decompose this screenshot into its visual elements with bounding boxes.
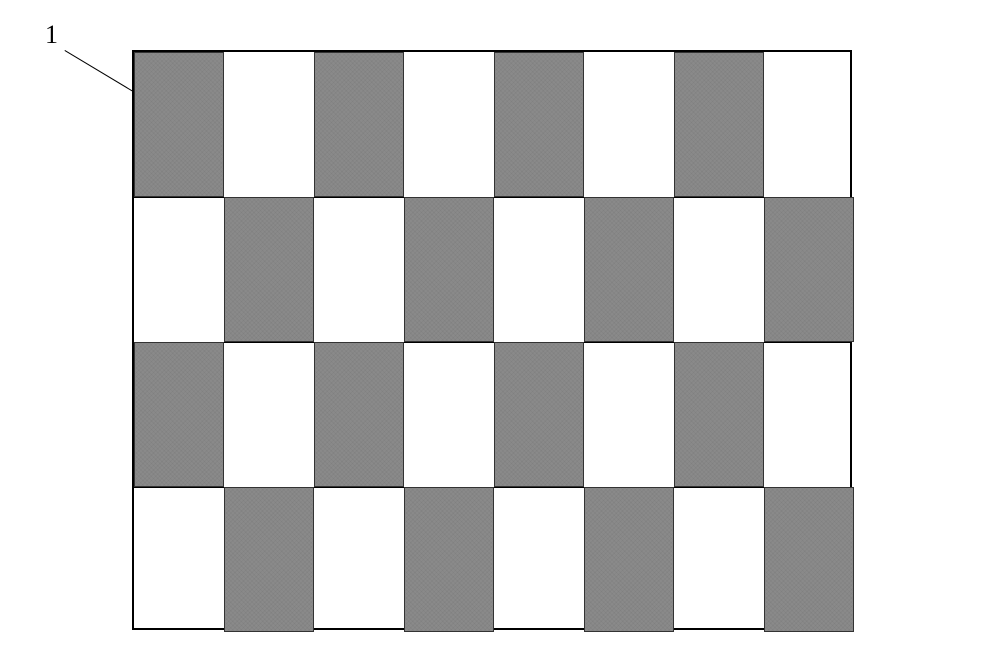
brick: [134, 342, 224, 487]
brick: [404, 197, 494, 342]
brick: [494, 342, 584, 487]
brick: [764, 197, 854, 342]
brick: [314, 52, 404, 197]
brick: [764, 487, 854, 632]
brick: [224, 487, 314, 632]
brick: [314, 342, 404, 487]
brick: [494, 52, 584, 197]
brick-grid: [132, 50, 852, 630]
brick: [674, 52, 764, 197]
brick: [134, 52, 224, 197]
callout-label: 1: [45, 20, 58, 50]
brick: [224, 197, 314, 342]
brick: [404, 487, 494, 632]
brick: [674, 342, 764, 487]
brick: [584, 197, 674, 342]
figure-container: 1: [0, 0, 720, 580]
brick: [584, 487, 674, 632]
